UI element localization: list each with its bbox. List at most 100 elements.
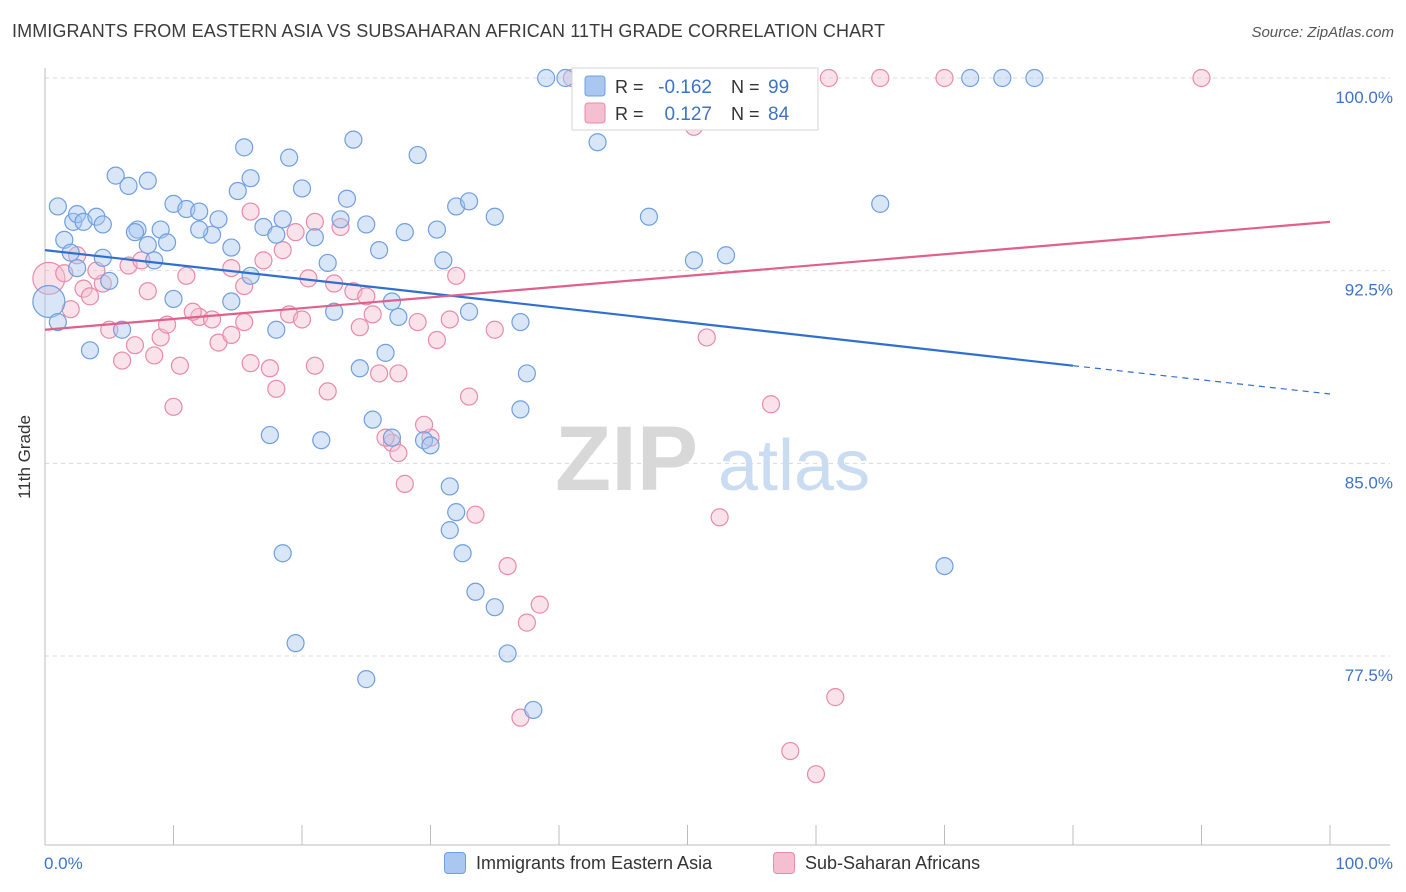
y-tick-label: 77.5%: [1345, 666, 1393, 685]
eastern-asia-point: [511, 312, 530, 332]
eastern-asia-point: [344, 130, 363, 149]
eastern-asia-point: [639, 207, 659, 226]
sub-saharan-point: [363, 305, 382, 324]
eastern-asia-point: [325, 302, 344, 321]
eastern-asia-point: [440, 521, 459, 540]
eastern-asia-point: [119, 176, 138, 195]
eastern-asia-point: [537, 68, 556, 88]
y-tick-label: 85.0%: [1345, 473, 1393, 492]
eastern-asia-point: [209, 210, 228, 229]
eastern-asia-point: [485, 598, 504, 617]
eastern-asia-point: [350, 359, 369, 378]
stats-r-label-1: R =: [615, 77, 644, 97]
eastern-asia-point: [716, 246, 736, 265]
eastern-asia-point: [993, 68, 1012, 88]
sub-saharan-point: [485, 320, 504, 339]
sub-saharan-point: [427, 330, 447, 350]
chart-title: IMMIGRANTS FROM EASTERN ASIA VS SUBSAHAR…: [12, 21, 886, 41]
trend-line-eastern-asia: [44, 249, 1074, 367]
eastern-asia-point: [292, 179, 312, 198]
eastern-asia-point: [961, 68, 980, 88]
stats-n-label-2: N =: [731, 104, 760, 124]
sub-saharan-point: [781, 741, 800, 761]
eastern-asia-point: [273, 210, 292, 229]
sub-saharan-point: [408, 312, 427, 332]
stats-n-label-1: N =: [731, 77, 760, 97]
eastern-asia-point: [112, 320, 132, 339]
eastern-asia-point: [337, 189, 357, 208]
sub-saharan-point: [61, 300, 80, 319]
eastern-asia-point: [228, 181, 247, 201]
eastern-asia-point: [128, 220, 147, 239]
sub-saharan-point: [202, 310, 222, 329]
eastern-asia-point: [190, 202, 209, 221]
sub-saharan-point: [318, 382, 337, 401]
stats-swatch-pink: [584, 102, 606, 124]
eastern-asia-point: [267, 320, 286, 339]
sub-saharan-point: [235, 276, 254, 296]
eastern-asia-point: [408, 145, 427, 165]
series-eastern-asia-points: [32, 68, 1044, 720]
stats-r-value-2: 0.127: [664, 104, 712, 125]
sub-saharan-point: [112, 351, 132, 370]
sub-saharan-point: [357, 287, 376, 306]
sub-saharan-point: [440, 310, 459, 329]
eastern-asia-point: [138, 235, 157, 255]
eastern-asia-point: [1025, 68, 1044, 88]
sub-saharan-point: [305, 356, 324, 375]
x-tick-label-max: 100.0%: [1335, 854, 1393, 873]
sub-saharan-point: [459, 387, 479, 406]
sub-saharan-point: [241, 202, 260, 221]
stats-swatch-blue: [584, 75, 606, 97]
eastern-asia-point: [286, 634, 305, 653]
stats-box: R = -0.162 N = 99 R = 0.127 N = 84: [571, 67, 819, 131]
sub-saharan-point: [267, 379, 286, 398]
sub-saharan-point: [498, 556, 517, 576]
eastern-asia-point: [453, 544, 472, 563]
eastern-asia-point: [331, 210, 350, 229]
sub-saharan-point: [331, 217, 350, 237]
sub-saharan-point: [819, 68, 838, 88]
sub-saharan-point: [466, 505, 485, 524]
stats-r-value-1: -0.162: [658, 77, 712, 98]
sub-saharan-point: [235, 312, 254, 332]
eastern-asia-point: [382, 428, 402, 447]
sub-saharan-point: [370, 364, 389, 383]
eastern-asia-point: [222, 292, 241, 311]
eastern-asia-point: [517, 364, 536, 383]
eastern-asia-point: [376, 343, 395, 362]
sub-saharan-point: [414, 415, 434, 434]
sub-saharan-point: [517, 613, 536, 632]
sub-saharan-point: [170, 356, 190, 375]
eastern-asia-point: [106, 166, 125, 185]
eastern-asia-point: [164, 289, 183, 309]
eastern-asia-point: [280, 148, 299, 167]
sub-saharan-point: [447, 266, 466, 285]
eastern-asia-point: [524, 700, 543, 720]
sub-saharan-point: [376, 428, 395, 447]
trend-line-sub-saharan: [44, 220, 1331, 331]
eastern-asia-point: [440, 477, 459, 496]
eastern-asia-point: [871, 194, 890, 213]
eastern-asia-point: [267, 225, 286, 244]
legend-label-sub-saharan: Sub-Saharan Africans: [805, 852, 981, 873]
sub-saharan-point: [177, 266, 196, 285]
eastern-asia-point: [447, 503, 466, 522]
eastern-asia-point: [273, 544, 292, 563]
sub-saharan-point: [350, 318, 369, 337]
stats-n-value-1: 99: [768, 77, 789, 98]
legend-item-eastern-asia: Immigrants from Eastern Asia: [444, 852, 712, 874]
sub-saharan-point: [389, 443, 408, 463]
sub-saharan-point: [145, 346, 164, 365]
eastern-asia-point: [241, 266, 260, 285]
y-tick-label: 100.0%: [1335, 88, 1393, 107]
sub-saharan-point: [806, 765, 826, 784]
eastern-asia-point: [312, 431, 331, 450]
eastern-asia-point: [235, 138, 254, 157]
eastern-asia-point: [80, 341, 100, 360]
sub-saharan-point: [826, 688, 845, 707]
eastern-asia-point: [93, 215, 112, 234]
sub-saharan-point: [273, 241, 292, 260]
legend-swatch-blue: [444, 852, 466, 874]
